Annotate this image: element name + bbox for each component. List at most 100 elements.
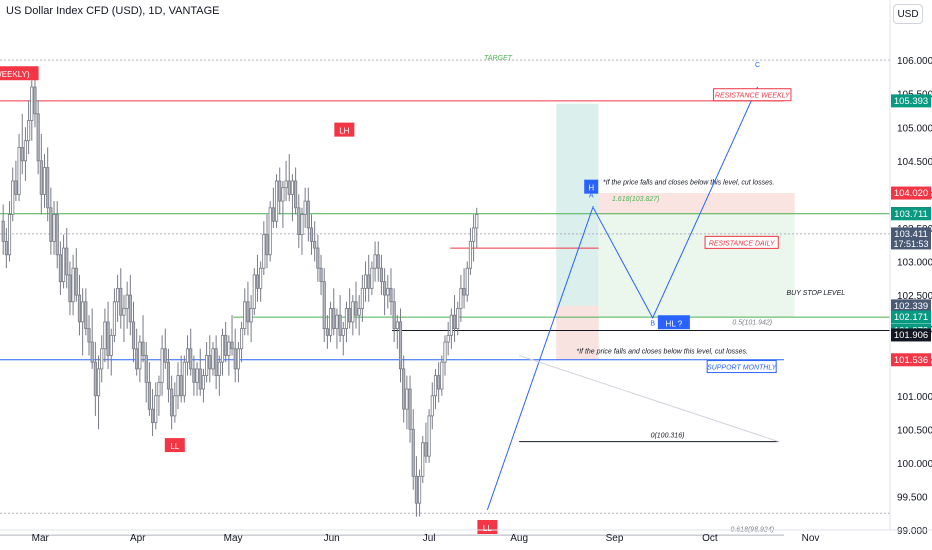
- candle-body: [294, 180, 298, 209]
- candle-body: [475, 214, 479, 229]
- x-tick-label: Sep: [606, 533, 624, 544]
- price-label: 102.339: [894, 301, 928, 312]
- y-tick-label: 100.500: [897, 425, 932, 436]
- candle-body: [443, 341, 447, 363]
- paths-layer: [486, 86, 779, 511]
- price-label-bg: [891, 299, 931, 313]
- candle-body: [363, 274, 368, 289]
- annotation-text: *If the price falls and closes below thi…: [576, 348, 748, 355]
- price-label: 104.020: [894, 188, 928, 199]
- candle-body: [135, 348, 139, 370]
- candle-body: [71, 267, 75, 303]
- annotation-box-bg: [713, 88, 792, 102]
- candle-body: [195, 368, 199, 383]
- candle-body: [151, 408, 155, 424]
- candle-body: [433, 375, 438, 397]
- x-tick-label: Aug: [510, 533, 528, 544]
- candle-body: [354, 301, 358, 316]
- y-tick-label: 100.000: [897, 459, 932, 470]
- candle-body: [166, 361, 171, 390]
- annotation-tag: H: [588, 184, 594, 193]
- candle-body: [96, 368, 101, 397]
- annotation-tag-bg: [0, 66, 39, 81]
- annotation-tag: LL: [170, 442, 179, 451]
- candle-body: [138, 341, 142, 370]
- x-tick-label: Jun: [324, 533, 340, 544]
- price-label: 105.393: [894, 96, 928, 107]
- candle-body: [157, 381, 161, 397]
- candle-body: [313, 240, 317, 249]
- candle-body: [7, 214, 12, 256]
- candle-body: [163, 348, 167, 363]
- candle-body: [173, 395, 177, 417]
- candle-body: [344, 308, 349, 330]
- y-tick-label: 99.000: [897, 526, 928, 537]
- candle-body: [348, 308, 352, 323]
- candle-body: [306, 200, 310, 229]
- candle-body: [84, 301, 88, 330]
- candle-body: [100, 348, 104, 370]
- candle-body: [430, 395, 434, 417]
- candle-body: [322, 281, 326, 330]
- candle-body: [224, 334, 228, 356]
- candle-body: [268, 207, 272, 256]
- candle-body: [392, 301, 396, 330]
- candle-body: [259, 267, 263, 289]
- candle-body: [246, 301, 250, 323]
- candle-body: [459, 287, 463, 309]
- candle-body: [65, 247, 69, 276]
- candle-body: [338, 314, 342, 336]
- candle-body: [211, 348, 215, 370]
- x-tick-label: Jul: [423, 533, 436, 544]
- candle-body: [144, 355, 148, 383]
- annotation-box: RESISTANCE DAILY: [709, 240, 776, 247]
- annotation-box: RESISTANCE WEEKLY: [715, 93, 791, 100]
- candle-body: [287, 180, 291, 195]
- price-label: 101.906: [894, 330, 928, 341]
- candle-body: [11, 180, 15, 215]
- candle-body: [147, 381, 151, 410]
- candle-body: [316, 247, 320, 269]
- candle-body: [265, 234, 269, 256]
- trade-zone: [598, 193, 795, 214]
- candle-body: [217, 361, 221, 377]
- annotation-tag-bg: [164, 438, 185, 453]
- candle-body: [367, 274, 371, 289]
- candle-body: [20, 146, 24, 162]
- price-labels-layer: 105.393104.020103.715103.711103.41117:51…: [891, 94, 931, 367]
- candle-body: [55, 214, 59, 256]
- candle-body: [112, 301, 116, 336]
- x-tick-label: Nov: [802, 533, 820, 544]
- candle-body: [1, 220, 5, 242]
- currency-button[interactable]: USD: [893, 4, 923, 24]
- candle-body: [395, 321, 399, 330]
- candle-body: [297, 207, 301, 236]
- candle-body: [290, 180, 294, 195]
- candle-body: [128, 294, 132, 323]
- candle-body: [74, 267, 78, 296]
- candle-body: [373, 254, 377, 269]
- candle-body: [33, 86, 37, 115]
- annotation-box-bg: [704, 235, 779, 249]
- candle-body: [160, 348, 164, 383]
- y-tick-label: 99.500: [897, 492, 928, 503]
- candle-body: [341, 328, 345, 336]
- candle-body: [125, 294, 129, 309]
- candle-body: [398, 321, 403, 370]
- candle-body: [230, 341, 234, 350]
- candle-body: [170, 388, 174, 417]
- candle-body: [408, 388, 412, 430]
- candle-body: [106, 321, 110, 356]
- candle-body: [465, 267, 469, 296]
- candle-body: [274, 180, 279, 222]
- candle-body: [68, 274, 72, 303]
- candle-body: [179, 375, 183, 397]
- fib-faint-line: [519, 355, 779, 443]
- trade-zone: [556, 305, 599, 360]
- candle-body: [192, 368, 196, 383]
- candle-body: [90, 341, 94, 363]
- candle-body: [255, 274, 260, 289]
- candles-layer: [1, 66, 479, 517]
- candle-body: [205, 355, 209, 377]
